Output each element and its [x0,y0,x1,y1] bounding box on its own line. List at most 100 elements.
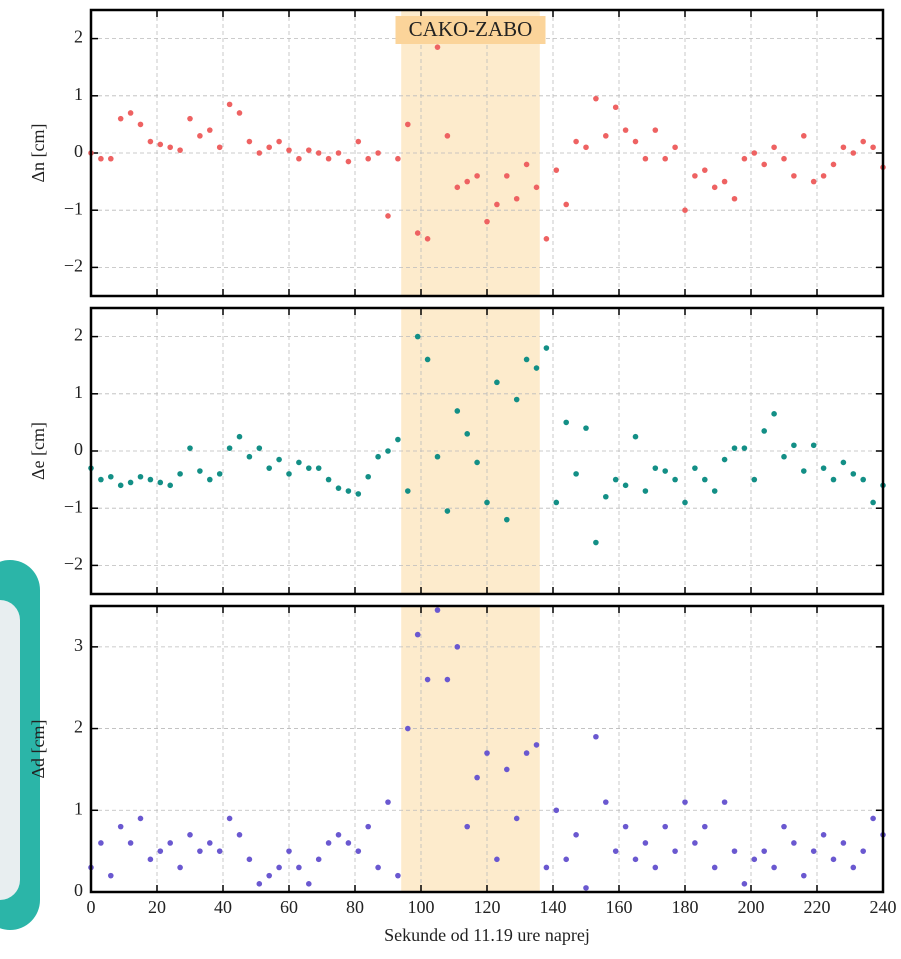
data-point [335,485,342,491]
data-point [731,195,738,202]
data-point [137,121,144,128]
data-point [830,476,837,483]
data-point [226,445,233,451]
data-point [652,864,659,871]
data-point [791,840,797,846]
data-point [167,144,173,151]
data-point [692,173,698,179]
data-point [325,840,332,846]
data-point [632,433,639,440]
data-point [523,161,530,168]
data-point [702,476,708,483]
data-point [424,676,431,683]
x-axis-label: Sekunde od 11.19 ure naprej [384,925,590,945]
data-point [434,44,441,50]
x-tick-label: 0 [87,897,96,917]
data-point [365,155,372,162]
data-point [167,482,173,489]
y-tick-label: 2 [74,717,83,737]
x-tick-label: 220 [804,897,831,917]
data-point [553,807,560,814]
data-point [444,133,451,139]
data-point [494,856,500,863]
data-point [682,499,688,506]
data-point [662,468,668,474]
data-point [801,872,807,879]
data-point [711,184,718,191]
data-point [791,442,797,449]
data-point [98,840,104,846]
y-axis-label: Δe [cm] [28,422,48,480]
data-point [711,488,718,494]
plot-frame [89,604,885,894]
data-point [236,110,243,116]
data-point [504,173,510,179]
data-point [147,856,154,863]
data-point [533,365,540,371]
data-point [395,872,401,879]
data-point [256,881,263,887]
x-tick-label: 140 [540,897,567,917]
data-point [117,115,124,122]
data-point [652,127,659,133]
data-point [315,856,322,863]
background-fragment [0,600,20,900]
x-tick-label: 200 [738,897,765,917]
data-point [147,138,154,145]
y-tick-label: 0 [74,141,83,161]
data-point [553,167,560,173]
data-point [612,848,619,854]
data-point [761,848,767,854]
data-point [563,419,569,426]
data-point [652,465,659,471]
data-point [741,445,748,451]
data-point [711,864,718,871]
data-point [424,356,431,363]
data-point [731,445,738,451]
data-point [108,155,114,162]
data-point [692,840,698,846]
data-point [306,881,312,887]
data-point [464,431,471,437]
data-point [622,127,629,133]
data-point [355,491,362,497]
x-tick-label: 60 [280,897,298,917]
data-point [791,173,797,179]
data-point [434,453,441,460]
data-point [563,856,569,863]
data-point [781,823,787,830]
data-point [127,840,134,846]
data-point [583,425,589,431]
data-point [632,856,639,863]
data-point [523,356,530,363]
data-point [484,218,490,225]
data-point [98,155,104,162]
data-point [187,832,193,838]
data-point [603,133,609,139]
data-point [504,516,510,523]
data-point [187,445,193,451]
data-point [583,144,589,151]
x-tick-label: 40 [214,897,232,917]
data-point [246,138,253,145]
data-point [494,201,500,208]
data-point [157,848,164,854]
data-point [325,476,332,483]
data-point [385,799,391,805]
data-point [226,101,233,108]
data-point [266,465,273,471]
highlight-span [401,606,540,892]
data-point [286,848,292,854]
data-point [177,147,183,153]
data-point [474,173,480,179]
data-point [385,448,391,454]
data-point [721,178,728,185]
data-point [167,840,173,846]
data-point [642,488,649,494]
data-point [513,815,520,822]
data-point [266,872,273,879]
data-point [375,453,381,460]
data-point [216,848,223,854]
data-point [117,482,124,489]
data-point [325,155,332,162]
